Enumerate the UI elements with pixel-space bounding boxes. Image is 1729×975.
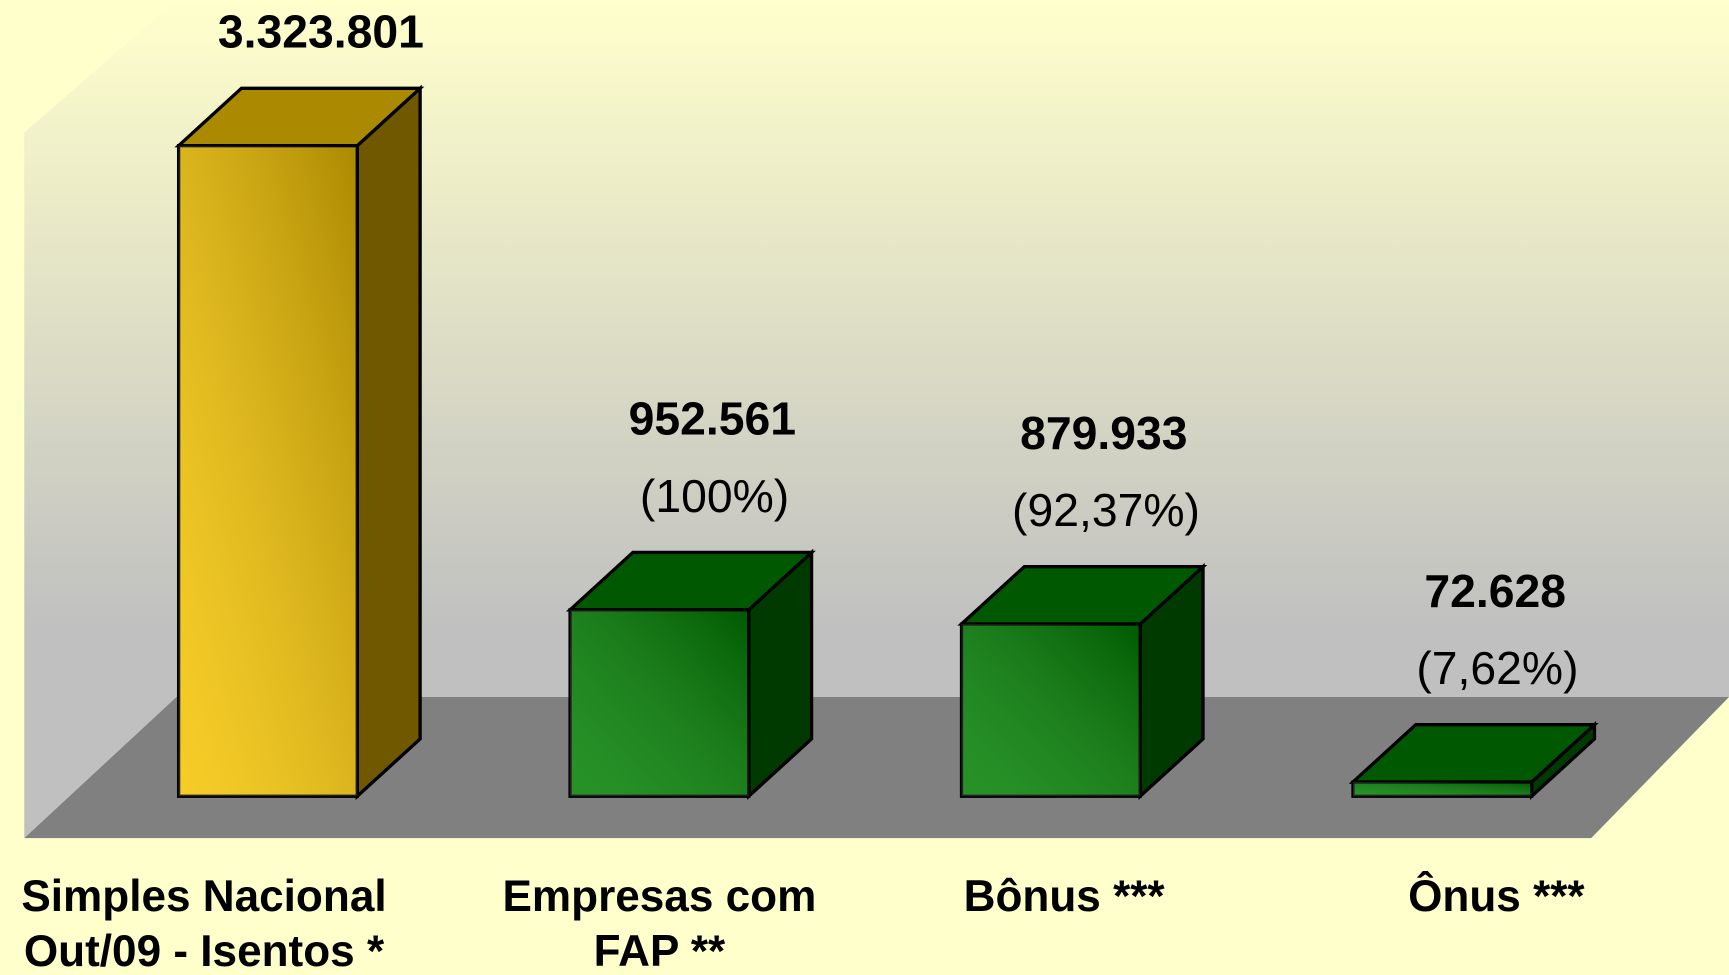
back-wall: [24, 0, 1729, 839]
x-tick-label-box: Simples Nacional Out/09 - Isentos *: [21, 872, 387, 975]
percent-label: (92,37%): [1012, 484, 1200, 536]
x-tick-label-box: Bônus ***: [963, 872, 1165, 921]
value-label: 879.933: [1020, 407, 1187, 459]
x-tick-label: Empresas com FAP **: [502, 872, 817, 975]
bar-side-shade: [355, 84, 422, 800]
value-label: 952.561: [629, 393, 796, 445]
x-tick-label-box: Empresas com FAP **: [502, 872, 817, 975]
bar-top: [961, 566, 1204, 625]
bar-shine: [961, 624, 1141, 797]
bar-top: [570, 552, 812, 610]
x-tick-label-box: Ônus ***: [1408, 872, 1585, 921]
bar-shine: [1352, 782, 1532, 797]
x-tick-label: Ônus ***: [1408, 872, 1585, 921]
bar-top: [178, 88, 421, 146]
x-tick-label: Bônus ***: [963, 872, 1165, 921]
bar-shine: [570, 609, 749, 797]
value-label: 3.323.801: [218, 6, 424, 58]
x-tick-label: Simples Nacional Out/09 - Isentos *: [21, 872, 387, 975]
percent-label: (100%): [640, 470, 789, 522]
bar-top: [1352, 724, 1595, 783]
percent-label: (7,62%): [1416, 642, 1578, 694]
floor: [24, 697, 1729, 839]
value-label: 72.628: [1424, 565, 1566, 617]
bar-shine: [178, 145, 358, 797]
